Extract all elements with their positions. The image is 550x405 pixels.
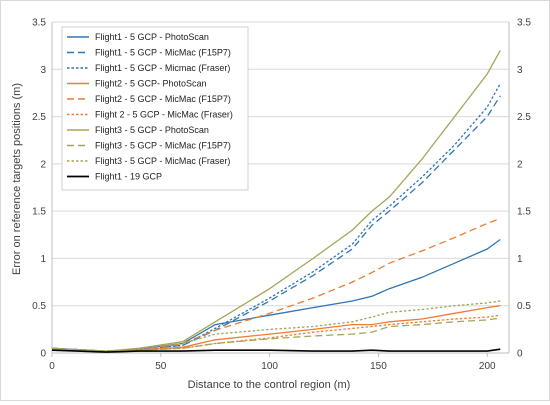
legend-label-8: Flight3 - 5 GCP - MicMac (F15P7): [95, 141, 231, 151]
y-tick-label-right: 0: [517, 349, 523, 360]
y-tick-label-left: 1: [40, 254, 46, 265]
legend-label-7: Flight3 - 5 GCP - PhotoScan: [95, 125, 209, 135]
y-tick-label-left: 3: [40, 65, 46, 76]
x-tick-label: 150: [370, 361, 387, 372]
legend-label-5: Flight2 - 5 GCP - MicMac (F15P7): [95, 94, 231, 104]
legend-label-6: Flight 2 - 5 GCP - MicMac (Fraser): [95, 110, 233, 120]
legend: Flight1 - 5 GCP - PhotoScan Flight1 - 5 G…: [61, 26, 249, 191]
series-line-8: [51, 317, 501, 352]
series-line-10: [51, 348, 501, 353]
y-tick-label-left: 1.5: [32, 207, 46, 218]
x-tick-label: 0: [49, 361, 55, 372]
series-line-7: [51, 50, 501, 352]
y-tick-label-right: 1.5: [517, 207, 531, 218]
series-line-1: [51, 238, 501, 352]
y-tick-label-left: 3.5: [32, 18, 46, 29]
series-line-9: [51, 300, 501, 352]
legend-label-3: Flight1 - 5 GCP - Micmac (Fraser): [95, 63, 230, 73]
y-tick-label-right: 2.5: [517, 112, 531, 123]
legend-label-2: Flight1 - 5 GCP - MicMac (F15P7): [95, 48, 231, 58]
legend-label-4: Flight2 - 5 GCP- PhotoScan: [95, 79, 207, 89]
series-line-3: [51, 83, 501, 352]
y-tick-label-right: 2: [517, 159, 523, 170]
y-tick-label-left: 2.5: [32, 112, 46, 123]
legend-label-10: Flight1 - 19 GCP: [95, 172, 162, 182]
y-tick-label-right: 1: [517, 254, 523, 265]
legend-label-9: Flight3 - 5 GCP - MicMac (Fraser): [95, 156, 230, 166]
y-tick-label-right: 3: [517, 65, 523, 76]
x-axis-title: Distance to the control region (m): [188, 379, 351, 391]
legend-label-1: Flight1 - 5 GCP - PhotoScan: [95, 32, 209, 42]
y-tick-label-left: 2: [40, 159, 46, 170]
x-tick-label: 100: [261, 361, 278, 372]
y-tick-label-left: 0: [40, 349, 46, 360]
series-line-5: [51, 218, 501, 352]
data-series: [51, 50, 501, 353]
x-tick-label: 200: [479, 361, 496, 372]
y-tick-label-right: 0.5: [517, 301, 531, 312]
y-tick-label-right: 3.5: [517, 18, 531, 29]
axes: 0 00.5 0.51 11.5 1.52 22.5 2.53 33.5 3.50 50 100 15…: [32, 18, 531, 373]
y-tick-label-left: 0.5: [32, 301, 46, 312]
legend-box: [61, 26, 249, 191]
y-axis-title: Error on reference targets positions (m): [11, 83, 23, 275]
x-tick-label: 50: [155, 361, 167, 372]
